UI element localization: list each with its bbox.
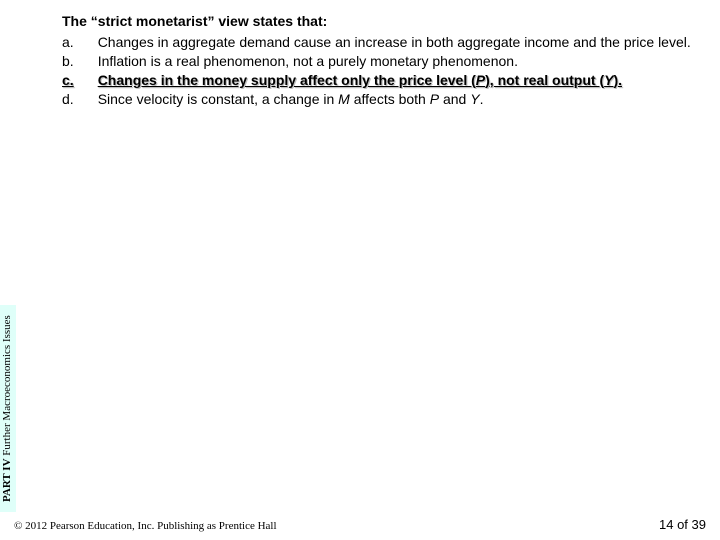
copyright-text: © 2012 Pearson Education, Inc. Publishin…	[14, 520, 277, 532]
option-letter: a.	[62, 33, 98, 52]
option-text: Changes in aggregate demand cause an inc…	[98, 33, 691, 52]
option-text: Changes in the money supply affect only …	[98, 71, 691, 90]
option-text: Inflation is a real phenomenon, not a pu…	[98, 52, 691, 71]
option-text: Since velocity is constant, a change in …	[98, 90, 691, 109]
options-list: a.Changes in aggregate demand cause an i…	[62, 33, 691, 109]
part-number: PART IV	[1, 458, 13, 502]
part-sidebar: PART IV Further Macroeconomics Issues	[0, 305, 16, 512]
option-letter: b.	[62, 52, 98, 71]
option-row: b.Inflation is a real phenomenon, not a …	[62, 52, 691, 71]
part-title: Further Macroeconomics Issues	[1, 315, 13, 456]
option-letter: c.	[62, 71, 98, 90]
question-prompt: The “strict monetarist” view states that…	[62, 12, 708, 31]
option-row: c.Changes in the money supply affect onl…	[62, 71, 691, 90]
page-number: 14 of 39	[659, 517, 706, 532]
option-row: a.Changes in aggregate demand cause an i…	[62, 33, 691, 52]
option-letter: d.	[62, 90, 98, 109]
option-row: d.Since velocity is constant, a change i…	[62, 90, 691, 109]
